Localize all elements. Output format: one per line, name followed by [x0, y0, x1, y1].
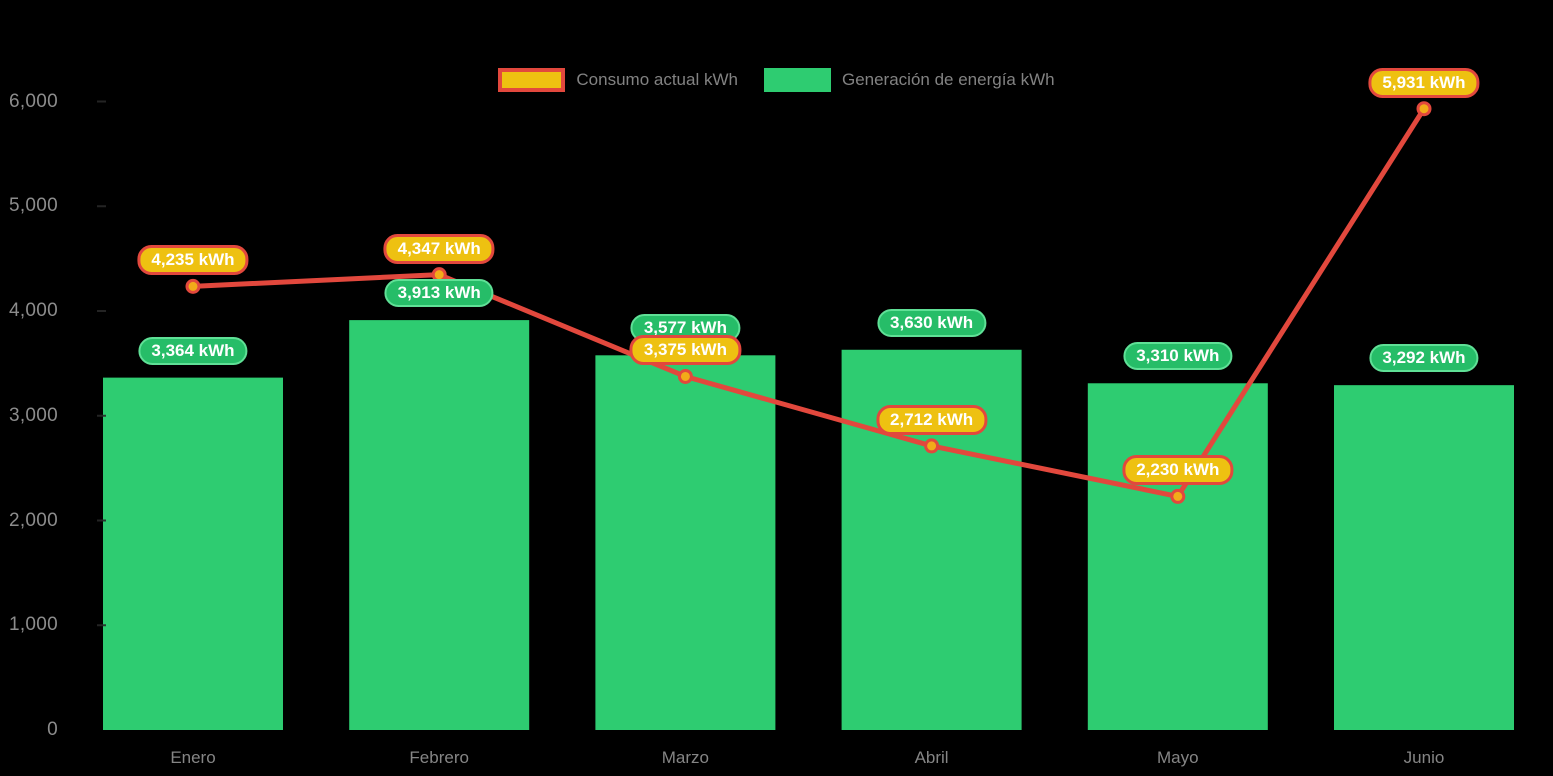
y-axis-tick-label: 2,000 [8, 509, 58, 531]
bar-febrero[interactable] [349, 320, 530, 730]
generacion-label-mayo[interactable]: 3,310 kWh [1123, 342, 1233, 371]
generacion-label-enero[interactable]: 3,364 kWh [138, 336, 248, 365]
consumo-point-junio[interactable] [1416, 101, 1432, 117]
chart-legend: Consumo actual kWh Generación de energía… [0, 68, 1553, 92]
x-axis-label-marzo: Marzo [661, 748, 709, 767]
legend-item-consumo[interactable]: Consumo actual kWh [498, 68, 738, 92]
x-axis-label-enero: Enero [170, 748, 216, 767]
x-axis-label-febrero: Febrero [409, 748, 469, 767]
consumo-label-abril[interactable]: 2,712 kWh [876, 404, 988, 435]
generacion-label-abril[interactable]: 3,630 kWh [877, 308, 987, 337]
consumo-swatch-icon [498, 68, 566, 92]
legend-label-generacion: Generación de energía kWh [841, 70, 1055, 89]
generacion-swatch-icon [763, 68, 831, 92]
x-axis-label-mayo: Mayo [1157, 748, 1199, 767]
generacion-label-junio[interactable]: 3,292 kWh [1369, 344, 1479, 373]
consumo-label-marzo[interactable]: 3,375 kWh [629, 335, 741, 366]
consumo-point-abril[interactable] [924, 438, 940, 454]
x-axis-label-abril: Abril [914, 748, 949, 767]
x-axis-label-junio: Junio [1403, 748, 1445, 767]
bar-mayo[interactable] [1087, 383, 1268, 730]
legend-label-consumo: Consumo actual kWh [576, 70, 738, 89]
y-axis-tick-label: 5,000 [8, 195, 58, 217]
consumo-line [190, 106, 1427, 499]
consumo-point-enero[interactable] [185, 278, 201, 294]
generacion-label-febrero[interactable]: 3,913 kWh [384, 279, 494, 308]
bar-marzo[interactable] [595, 355, 776, 730]
consumo-label-enero[interactable]: 4,235 kWh [137, 245, 249, 276]
consumo-point-mayo[interactable] [1170, 488, 1186, 504]
y-axis-tick-label: 0 [47, 719, 58, 740]
y-axis-tick-label: 1,000 [8, 614, 58, 636]
consumo-point-marzo[interactable] [677, 368, 693, 384]
consumo-label-febrero[interactable]: 4,347 kWh [383, 233, 495, 264]
y-axis-tick-label: 4,000 [8, 300, 58, 321]
consumo-label-mayo[interactable]: 2,230 kWh [1122, 455, 1234, 486]
bar-enero[interactable] [103, 377, 283, 730]
legend-item-generacion[interactable]: Generación de energía kWh [763, 68, 1055, 92]
bar-junio[interactable] [1334, 385, 1514, 730]
y-axis-tick-label: 6,000 [8, 90, 58, 112]
consumo-label-junio[interactable]: 5,931 kWh [1368, 67, 1480, 98]
y-axis-tick-label: 3,000 [8, 404, 58, 426]
